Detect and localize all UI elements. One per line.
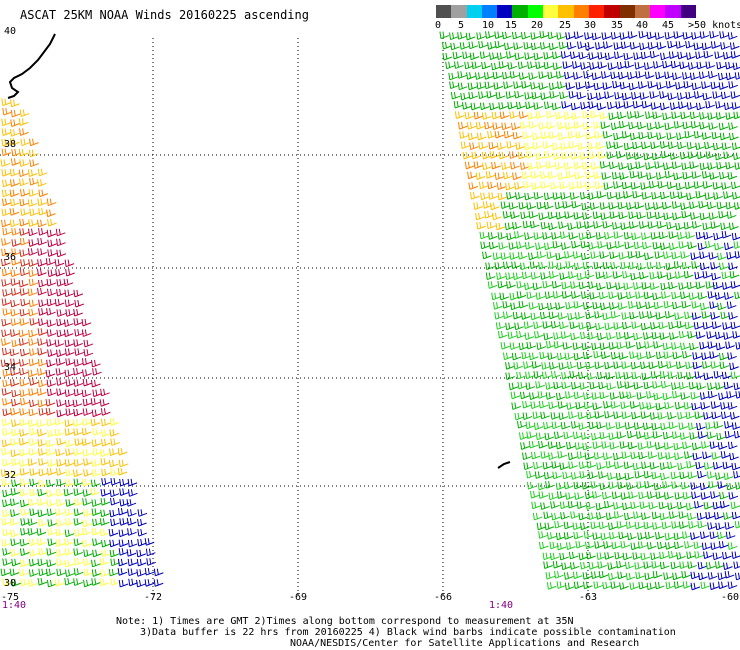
wind-speed-colorbar	[436, 5, 696, 18]
colorbar-segment-3	[482, 5, 497, 18]
lat-lon-grid	[0, 38, 740, 595]
colorbar-segment-13	[635, 5, 650, 18]
swath-time-label: 1:40	[2, 600, 26, 611]
colorbar-segment-10	[589, 5, 604, 18]
longitude-label: -72	[144, 592, 162, 603]
colorbar-segment-15	[665, 5, 680, 18]
note-line-3: NOAA/NESDIS/Center for Satellite Applica…	[0, 638, 700, 649]
latitude-label: 32	[4, 470, 16, 481]
island-path	[498, 462, 510, 468]
swath-time-label: 1:40	[489, 600, 513, 611]
colorbar-segment-11	[604, 5, 619, 18]
wind-barbs	[1, 31, 740, 590]
colorbar-segment-16	[681, 5, 696, 18]
footnotes: Note: 1) Times are GMT 2)Times along bot…	[0, 616, 700, 649]
note-line-1: Note: 1) Times are GMT 2)Times along bot…	[0, 616, 700, 627]
colorbar-segment-5	[512, 5, 527, 18]
latitude-label: 34	[4, 362, 16, 373]
colorbar-segment-9	[574, 5, 589, 18]
coastline-path	[8, 34, 55, 98]
colorbar-segment-2	[467, 5, 482, 18]
colorbar-segment-0	[436, 5, 451, 18]
colorbar-segment-7	[543, 5, 558, 18]
map-title: ASCAT 25KM NOAA Winds 20160225 ascending	[20, 8, 309, 22]
colorbar-segment-6	[528, 5, 543, 18]
colorbar-segment-8	[558, 5, 573, 18]
latitude-label: 36	[4, 252, 16, 263]
colorbar-segment-4	[497, 5, 512, 18]
latitude-label: 40	[4, 26, 16, 37]
colorbar-segment-14	[650, 5, 665, 18]
longitude-label: -69	[289, 592, 307, 603]
colorbar-segment-12	[620, 5, 635, 18]
longitude-label: -60	[721, 592, 739, 603]
note-line-2: 3)Data buffer is 22 hrs from 20160225 4)…	[0, 627, 700, 638]
wind-barb-map	[0, 30, 740, 600]
latitude-label: 30	[4, 578, 16, 589]
longitude-label: -66	[434, 592, 452, 603]
latitude-label: 38	[4, 139, 16, 150]
colorbar-segment-1	[451, 5, 466, 18]
longitude-label: -63	[579, 592, 597, 603]
